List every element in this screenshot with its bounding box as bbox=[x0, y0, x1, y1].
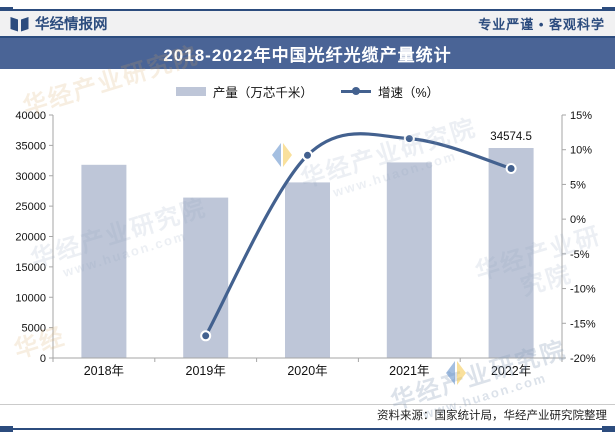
brand-name: 华经情报网 bbox=[35, 17, 108, 33]
line-marker bbox=[505, 163, 517, 174]
top-rule-right-cap bbox=[602, 7, 615, 13]
axes-group: 0 5000 10000 15000 20000 25000 30000 35000 40000… bbox=[15, 110, 595, 378]
left-tick-label: 5000 bbox=[22, 323, 46, 335]
left-tick-label: 30000 bbox=[15, 171, 46, 183]
x-category-label: 2018年 bbox=[84, 364, 124, 378]
right-tick-label: 0% bbox=[570, 214, 586, 226]
open-book-icon bbox=[10, 16, 29, 32]
bottom-rule-left-cap bbox=[0, 426, 13, 432]
header-slogan: 专业严谨 • 客观科学 bbox=[478, 17, 605, 32]
page-title: 2018-2022年中国光纤光缆产量统计 bbox=[163, 46, 452, 65]
brand: 华经情报网 bbox=[10, 13, 108, 34]
top-rule-left-cap bbox=[0, 7, 13, 13]
bar bbox=[488, 148, 534, 358]
bars-group bbox=[81, 148, 534, 358]
left-tick-label: 40000 bbox=[15, 110, 46, 122]
right-tick-label: 10% bbox=[570, 145, 592, 157]
title-banner: 2018-2022年中国光纤光缆产量统计 bbox=[0, 38, 615, 69]
source-separator bbox=[0, 404, 615, 405]
bar bbox=[81, 164, 127, 358]
bar-swatch-icon bbox=[175, 86, 206, 96]
right-tick-label: -20% bbox=[570, 353, 596, 365]
left-tick-label: 35000 bbox=[15, 140, 46, 152]
legend-item-growth: 增速（%） bbox=[340, 82, 440, 101]
line-marker bbox=[200, 330, 212, 342]
right-tick-label: 5% bbox=[570, 179, 586, 191]
line-marker-icon bbox=[340, 87, 371, 96]
x-category-label: 2019年 bbox=[186, 364, 226, 378]
left-tick-label: 0 bbox=[40, 353, 46, 365]
source-note: 资料来源：国家统计局，华经产业研究院整理 bbox=[377, 410, 607, 422]
top-rule bbox=[0, 9, 615, 11]
left-tick-label: 10000 bbox=[15, 292, 46, 304]
right-tick-label: -10% bbox=[570, 284, 596, 296]
legend-label-production: 产量（万芯千米） bbox=[212, 85, 313, 100]
bottom-rule bbox=[0, 428, 615, 430]
right-tick-label: -15% bbox=[570, 318, 596, 330]
growth-line-group bbox=[200, 132, 517, 342]
x-category-label: 2022年 bbox=[491, 364, 531, 378]
right-tick-label: -5% bbox=[570, 249, 590, 261]
header-separator bbox=[0, 36, 615, 38]
x-category-label: 2020年 bbox=[287, 364, 327, 378]
growth-line bbox=[204, 132, 513, 338]
left-tick-label: 20000 bbox=[15, 232, 46, 244]
legend-label-growth: 增速（%） bbox=[377, 85, 440, 100]
line-marker bbox=[403, 133, 415, 145]
chart-legend: 产量（万芯千米） 增速（%） bbox=[0, 82, 615, 100]
line-marker bbox=[302, 149, 313, 161]
bottom-rule-right-cap bbox=[602, 426, 615, 432]
left-tick-label: 25000 bbox=[15, 201, 46, 213]
right-tick-label: 15% bbox=[570, 110, 592, 122]
bar bbox=[386, 162, 432, 358]
bar-value-label: 34574.5 bbox=[490, 131, 532, 143]
header: 华经情报网 专业严谨 • 客观科学 bbox=[0, 11, 615, 36]
bar bbox=[285, 182, 330, 358]
legend-item-production: 产量（万芯千米） bbox=[175, 82, 313, 101]
x-category-label: 2021年 bbox=[389, 364, 429, 378]
left-tick-label: 15000 bbox=[15, 262, 46, 274]
